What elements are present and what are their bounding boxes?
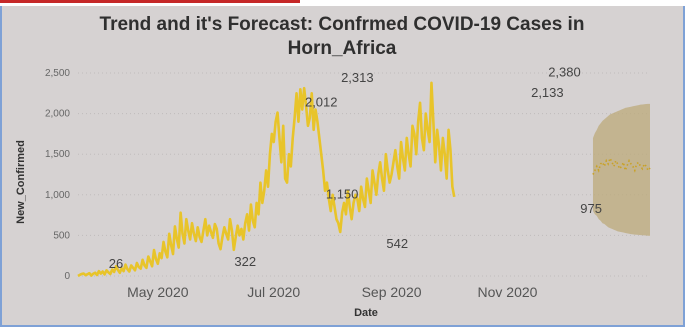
data-label: 26: [109, 256, 123, 271]
x-axis-ticks: May 2020 Jul 2020 Sep 2020 Nov 2020: [127, 284, 538, 300]
y-tick-label: 2,000: [45, 109, 70, 120]
data-label: 2,012: [305, 95, 338, 110]
y-tick-label: 2,500: [45, 68, 70, 79]
data-label: 975: [580, 201, 602, 216]
x-tick-label: Jul 2020: [247, 284, 300, 300]
x-tick-label: Nov 2020: [478, 284, 538, 300]
x-axis-label: Date: [354, 307, 378, 319]
data-labels: 26 322 2,012 1,150 2,313 542 2,133 2,380 975: [109, 65, 602, 271]
plot-area: [77, 81, 651, 278]
chart-subtitle: Horn_Africa: [288, 38, 397, 59]
grid-lines: [78, 72, 650, 277]
y-axis-ticks: 0 500 1,000 1,500 2,000 2,500: [45, 68, 70, 282]
y-tick-label: 500: [53, 230, 70, 241]
top-border: [0, 0, 685, 6]
chart-title: Trend and it's Forecast: Confrmed COVID-…: [100, 14, 585, 35]
y-tick-label: 1,000: [45, 190, 70, 201]
data-label: 2,133: [531, 85, 564, 100]
data-label: 542: [386, 236, 408, 251]
x-tick-label: May 2020: [127, 284, 189, 300]
data-label: 1,150: [326, 187, 359, 202]
data-label: 322: [234, 254, 256, 269]
series-line-actual: [77, 81, 456, 278]
data-label: 2,380: [548, 65, 581, 80]
data-label: 2,313: [341, 70, 374, 85]
forecast-confidence-band: [592, 103, 650, 236]
x-tick-label: Sep 2020: [362, 284, 422, 300]
y-axis-label: New_Confirmed: [15, 140, 27, 224]
active-tab-accent: [0, 0, 300, 3]
y-tick-label: 0: [64, 271, 70, 282]
y-tick-label: 1,500: [45, 149, 70, 160]
